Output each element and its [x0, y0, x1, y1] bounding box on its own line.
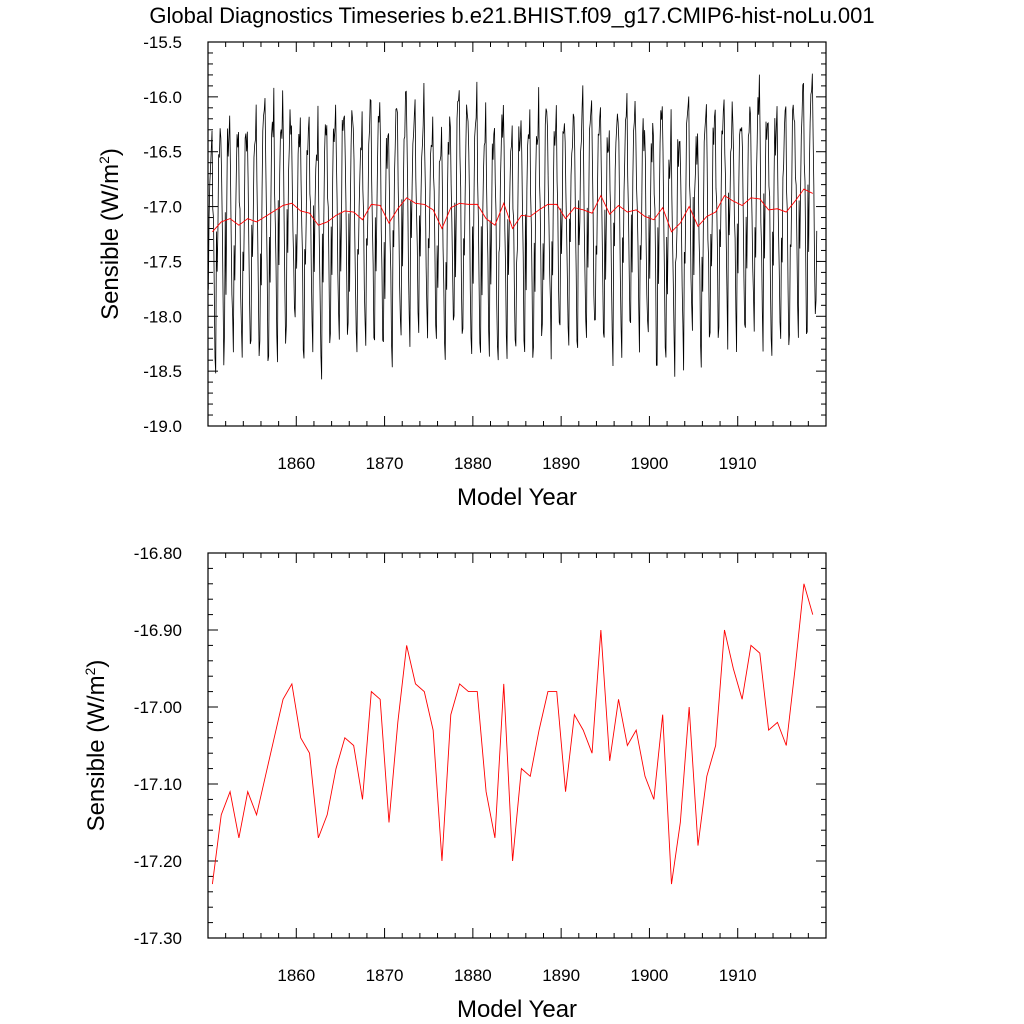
y-tick-label: -17.20 [134, 852, 182, 871]
x-tick-label: 1890 [542, 966, 580, 985]
annual-series-line [211, 583, 814, 885]
x-tick-label: 1890 [542, 454, 580, 473]
y-tick-label: -17.5 [143, 252, 182, 271]
y-tick-label: -18.0 [143, 307, 182, 326]
y-tick-label: -19.0 [143, 417, 182, 436]
x-tick-label: 1910 [719, 966, 757, 985]
y-tick-label: -18.5 [143, 362, 182, 381]
y-tick-label: -17.00 [134, 698, 182, 717]
y-tick-label: -15.5 [143, 33, 182, 52]
y-axis-label-text: Sensible (W/m [83, 675, 110, 831]
monthly-series-line [208, 73, 818, 380]
top-panel: -15.5 -16.0 -16.5 -17.0 -17.5 -18.0 -18.5 -19.0… [96, 33, 827, 511]
plot-frame [207, 552, 827, 939]
x-tick-label: 1900 [631, 966, 669, 985]
x-tick-label: 1880 [454, 454, 492, 473]
bottom-panel: -16.80 -16.90 -17.00 -17.10 -17.20 -17.30 1860… [82, 544, 827, 1023]
y-tick-label: -16.80 [134, 544, 182, 563]
y-axis-label: Sensible (W/m2) [96, 148, 124, 320]
x-tick-label: 1900 [631, 454, 669, 473]
y-tick-label: -16.0 [143, 88, 182, 107]
x-tick-label: 1880 [454, 966, 492, 985]
y-axis-label-sup: 2 [96, 156, 112, 164]
y-tick-label: -16.90 [134, 621, 182, 640]
y-axis-label: Sensible (W/m2) [82, 660, 110, 832]
x-axis-label: Model Year [457, 484, 577, 511]
y-tick-label: -17.10 [134, 775, 182, 794]
y-tick-label: -17.0 [143, 198, 182, 217]
y-axis-label-text: Sensible (W/m [97, 164, 124, 320]
annual-series-line [212, 188, 813, 233]
y-axis-label-sup: 2 [82, 667, 98, 675]
y-tick-label: -17.30 [134, 929, 182, 948]
x-tick-label: 1860 [277, 966, 315, 985]
y-tick-label: -16.5 [143, 143, 182, 162]
x-tick-label: 1860 [277, 454, 315, 473]
x-tick-label: 1870 [366, 966, 404, 985]
y-axis-label-end: ) [97, 148, 124, 156]
page-title: Global Diagnostics Timeseries b.e21.BHIS… [149, 3, 874, 28]
plot-frame [207, 41, 827, 427]
y-axis-label-end: ) [83, 660, 110, 668]
x-tick-label: 1870 [366, 454, 404, 473]
x-axis-label: Model Year [457, 996, 577, 1023]
x-tick-label: 1910 [719, 454, 757, 473]
